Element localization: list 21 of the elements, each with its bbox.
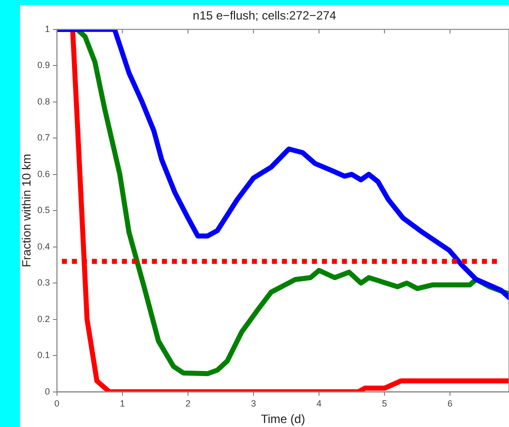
x-tick-label: 1 bbox=[120, 398, 125, 409]
y-tick-label: 0.9 bbox=[37, 60, 50, 70]
x-tick-label: 5 bbox=[382, 398, 388, 409]
y-tick-label: 0.5 bbox=[37, 205, 50, 216]
x-tick-label: 4 bbox=[316, 398, 322, 409]
x-tick-label: 3 bbox=[250, 398, 256, 409]
y-tick-label: 0.4 bbox=[37, 241, 50, 252]
y-tick-label: 0.1 bbox=[37, 350, 50, 360]
y-tick-label: 0 bbox=[44, 386, 50, 396]
y-tick-label: 0.3 bbox=[37, 278, 50, 288]
y-tick-label: 0.2 bbox=[37, 314, 50, 324]
y-tick-label: 1 bbox=[44, 24, 50, 34]
y-axis-title: Fraction within 10 km bbox=[20, 154, 34, 268]
x-tick-label: 2 bbox=[185, 398, 190, 409]
chart-title: n15 e−flush; cells:272−274 bbox=[192, 8, 337, 23]
y-tick-label: 0.7 bbox=[37, 132, 50, 143]
y-tick-label: 0.8 bbox=[37, 96, 50, 106]
x-tick-label: 6 bbox=[448, 398, 453, 409]
y-tick-label: 0.6 bbox=[37, 168, 50, 179]
x-tick-label: 0 bbox=[54, 398, 60, 409]
x-axis-title: Time (d) bbox=[260, 412, 306, 426]
